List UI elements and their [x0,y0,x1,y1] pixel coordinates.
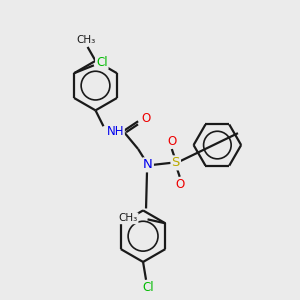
Text: CH₃: CH₃ [76,35,95,45]
Text: NH: NH [106,125,124,138]
Text: Cl: Cl [142,281,154,294]
Text: CH₃: CH₃ [118,213,138,224]
Text: O: O [167,135,176,148]
Text: Cl: Cl [96,56,108,69]
Text: O: O [175,178,184,191]
Text: S: S [172,156,180,170]
Text: N: N [143,158,153,171]
Text: O: O [141,112,151,125]
